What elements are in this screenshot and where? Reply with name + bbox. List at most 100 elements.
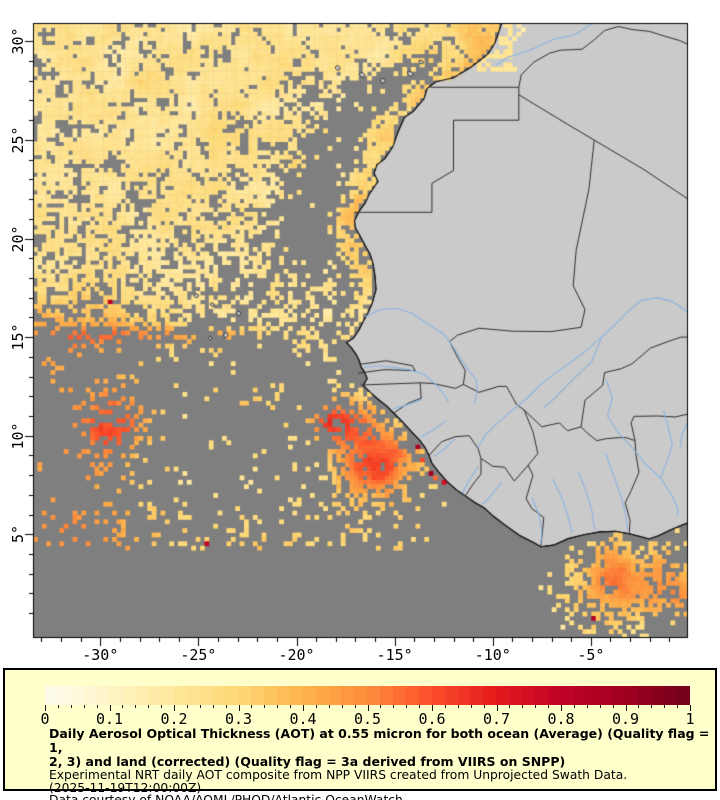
colorbar-tick [483,705,485,708]
colorbar-tick [664,705,666,708]
lat-tick-label-30: 30° [9,27,27,55]
lat-tick-label-25: 25° [9,126,27,154]
colorbar-block [315,686,329,705]
colorbar-block [586,686,600,705]
colorbar-tick [561,705,562,711]
colorbar-block [109,686,123,705]
colorbar-tick [225,705,227,708]
legend-panel: 0 0.1 0.2 0.3 0.4 0.5 0.6 0.7 0.8 0.9 1 Daily Aero… [3,668,717,800]
legend-title-line2: 2, 3) and land (corrected) (Quality flag… [49,754,566,769]
colorbar-block [96,686,110,705]
colorbar-block [186,686,200,705]
colorbar-tick [380,705,382,708]
colorbar-tick [109,705,111,711]
colorbar-block [289,686,303,705]
lon-tick-label--10: -10° [474,646,511,664]
colorbar-block [199,686,213,705]
colorbar-block [328,686,342,705]
colorbar-block [444,686,458,705]
colorbar-tick [199,705,201,708]
colorbar-block [431,686,445,705]
colorbar-block [70,686,84,705]
colorbar-block [405,686,419,705]
colorbar-tick-label-0.2: 0.2 [160,710,188,728]
colorbar-block [599,686,613,705]
colorbar-tick [535,705,537,708]
colorbar-block [547,686,561,705]
colorbar-block [264,686,278,705]
colorbar-block [663,686,677,705]
colorbar-tick [393,705,395,708]
colorbar-tick [186,705,188,708]
colorbar-tick [522,705,524,708]
colorbar-block [625,686,638,705]
colorbar-block [457,686,471,705]
colorbar-block [122,686,136,705]
colorbar-block [509,686,522,705]
colorbar-block [161,686,174,705]
colorbar-tick [303,705,304,711]
lat-tick-label-5: 5° [9,525,27,544]
colorbar-tick [290,705,292,708]
colorbar-tick [212,705,214,708]
colorbar [45,686,690,705]
colorbar-tick-label-0.5: 0.5 [353,710,382,728]
colorbar-tick-label-1: 1 [685,710,695,728]
colorbar-tick [83,705,85,708]
colorbar-block [83,686,97,705]
lat-tick-label-10: 10° [9,422,27,450]
colorbar-tick [70,705,72,708]
colorbar-block [393,686,406,705]
colorbar-tick [96,705,98,708]
colorbar-tick [651,705,653,708]
colorbar-block [302,686,316,705]
colorbar-tick [315,705,317,708]
colorbar-block [483,686,497,705]
colorbar-block [354,686,368,705]
colorbar-block [521,686,535,705]
colorbar-block [148,686,162,705]
colorbar-tick [367,705,369,711]
colorbar-tick [406,705,408,708]
legend-timestamp: (2025-11-19T12:00:00Z) [49,780,202,795]
colorbar-tick [122,705,124,708]
colorbar-tick [354,705,356,708]
colorbar-block [534,686,548,705]
colorbar-tick [135,705,137,708]
colorbar-tick-label-0.4: 0.4 [289,710,317,728]
lat-tick-label-15: 15° [9,323,27,351]
colorbar-tick [251,705,253,708]
colorbar-block [676,686,690,705]
colorbar-tick [57,705,59,708]
colorbar-tick [599,705,601,708]
legend-credit: Data courtesy of NOAA/AOML/PHOD/Atlantic… [49,794,715,800]
colorbar-block [212,686,226,705]
colorbar-tick-label-0: 0 [40,710,50,728]
colorbar-block [496,686,510,705]
colorbar-tick [470,705,472,708]
colorbar-block [470,686,484,705]
colorbar-block [173,686,187,705]
lon-tick-label--5: -5° [577,646,605,664]
colorbar-tick [341,705,343,708]
colorbar-tick-label-0.8: 0.8 [547,710,575,728]
colorbar-tick [509,705,511,708]
colorbar-tick [264,705,266,708]
colorbar-tick [444,705,446,708]
legend-subtitle: Experimental NRT daily AOT composite fro… [49,768,628,782]
colorbar-block [380,686,394,705]
colorbar-block [341,686,355,705]
lon-tick-label--30: -30° [82,646,119,664]
colorbar-tick [238,705,240,711]
colorbar-block [418,686,432,705]
colorbar-tick [277,705,279,708]
aot-map-canvas [0,0,720,662]
colorbar-tick [586,705,588,708]
colorbar-block [367,686,381,705]
colorbar-tick [638,705,640,708]
legend-title-line1: Daily Aerosol Optical Thickness (AOT) at… [49,726,710,755]
colorbar-block [251,686,265,705]
colorbar-tick [432,705,433,711]
legend-caption: Daily Aerosol Optical Thickness (AOT) at… [49,727,715,800]
